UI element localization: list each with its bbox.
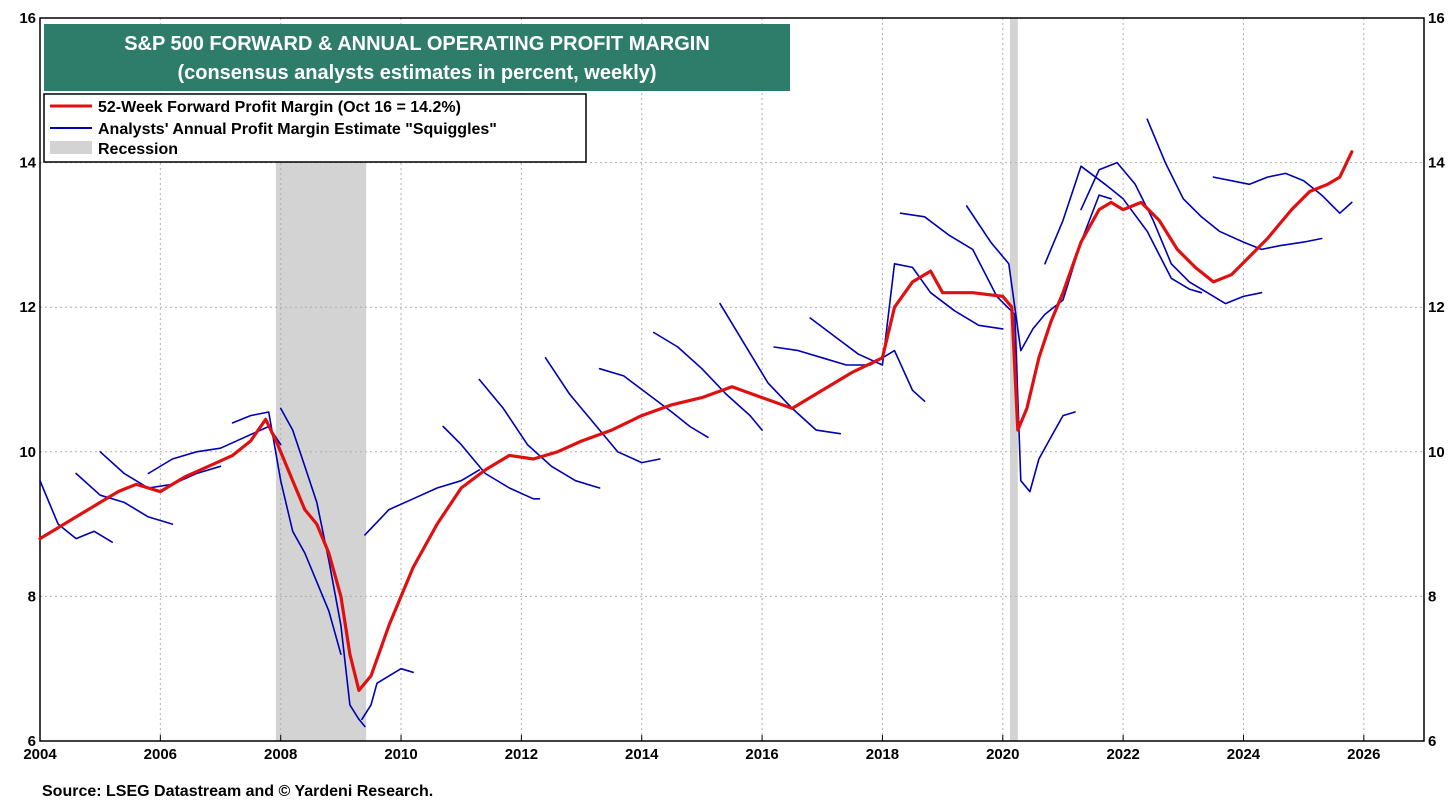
series-line-squiggle-2023 — [1080, 161, 1263, 305]
source-note: Source: LSEG Datastream and © Yardeni Re… — [42, 783, 433, 800]
x-tick-label-2018: 2018 — [866, 746, 899, 763]
series-line-squiggle-2004 — [39, 479, 113, 544]
y-tick-label-left-16: 16 — [19, 10, 36, 27]
series-line-squiggle-2019 — [809, 262, 1004, 366]
plot-frame — [39, 17, 1425, 742]
x-tick-label-2020: 2020 — [986, 746, 1019, 763]
series-line-squiggle-2021 — [965, 194, 1112, 352]
legend-label-squiggles: Analysts' Annual Profit Margin Estimate … — [98, 121, 497, 138]
series-line-squiggle-2024 — [1146, 118, 1323, 251]
legend-swatch-recession — [50, 141, 92, 154]
series-line-squiggle-2006 — [99, 450, 222, 489]
y-tick-label-right-16: 16 — [1428, 10, 1445, 27]
x-tick-label-2016: 2016 — [745, 746, 778, 763]
series-line-squiggle-2010 — [361, 667, 414, 721]
x-tick-label-2010: 2010 — [384, 746, 417, 763]
x-tick-label-2006: 2006 — [144, 746, 177, 763]
chart-title: S&P 500 FORWARD & ANNUAL OPERATING PROFI… — [124, 33, 710, 55]
y-tick-label-left-8: 8 — [28, 588, 36, 605]
legend-label-forward: 52-Week Forward Profit Margin (Oct 16 = … — [98, 99, 461, 116]
series-line-squiggle-2005 — [75, 472, 174, 525]
tick-layer: 2004 2006 2008 2010 2012 2014 2016 2018 2020 2022… — [19, 10, 1445, 763]
series-line-52-week-forward-profit-margin — [38, 150, 1354, 693]
series-line-squiggle-2025 — [1212, 172, 1353, 214]
legend-label-recession: Recession — [98, 141, 178, 158]
series-line-squiggle-2017 — [719, 302, 842, 435]
series-line-squiggle-2011 — [364, 469, 481, 536]
series-layer — [38, 118, 1354, 728]
series-line-squiggle-2016 — [652, 331, 763, 431]
y-tick-label-left-12: 12 — [19, 299, 36, 316]
series-line-squiggle-2007 — [147, 425, 282, 475]
y-tick-label-left-10: 10 — [19, 444, 36, 461]
series-line-squiggle-2014 — [544, 356, 661, 464]
y-tick-label-right-12: 12 — [1428, 299, 1445, 316]
y-tick-label-left-14: 14 — [19, 155, 36, 172]
x-tick-label-2014: 2014 — [625, 746, 659, 763]
x-tick-label-2026: 2026 — [1347, 746, 1380, 763]
series-line-squiggle-2013 — [478, 378, 601, 489]
series-line-squiggle-2015 — [598, 367, 709, 439]
legend-box — [43, 93, 587, 163]
x-tick-label-2024: 2024 — [1227, 746, 1261, 763]
chart-subtitle: (consensus analysts estimates in percent… — [177, 62, 656, 84]
y-tick-label-right-10: 10 — [1428, 444, 1445, 461]
title-box — [44, 24, 790, 91]
y-tick-label-right-8: 8 — [1428, 588, 1436, 605]
y-tick-label-right-6: 6 — [1428, 733, 1436, 750]
x-tick-label-2012: 2012 — [505, 746, 538, 763]
legend: 52-Week Forward Profit Margin (Oct 16 = … — [43, 93, 587, 163]
series-line-squiggle-2009 — [279, 407, 366, 728]
series-line-squiggle-2012 — [442, 425, 541, 500]
series-line-squiggle-2018 — [773, 346, 926, 403]
series-line-squiggle-2022 — [1044, 165, 1203, 294]
x-tick-label-2004: 2004 — [23, 746, 57, 763]
x-tick-label-2022: 2022 — [1106, 746, 1139, 763]
title-block: S&P 500 FORWARD & ANNUAL OPERATING PROFI… — [44, 24, 790, 91]
y-tick-label-right-14: 14 — [1428, 155, 1445, 172]
y-tick-label-left-6: 6 — [28, 733, 36, 750]
series-line-squiggle-2008 — [231, 411, 342, 656]
x-tick-label-2008: 2008 — [264, 746, 297, 763]
